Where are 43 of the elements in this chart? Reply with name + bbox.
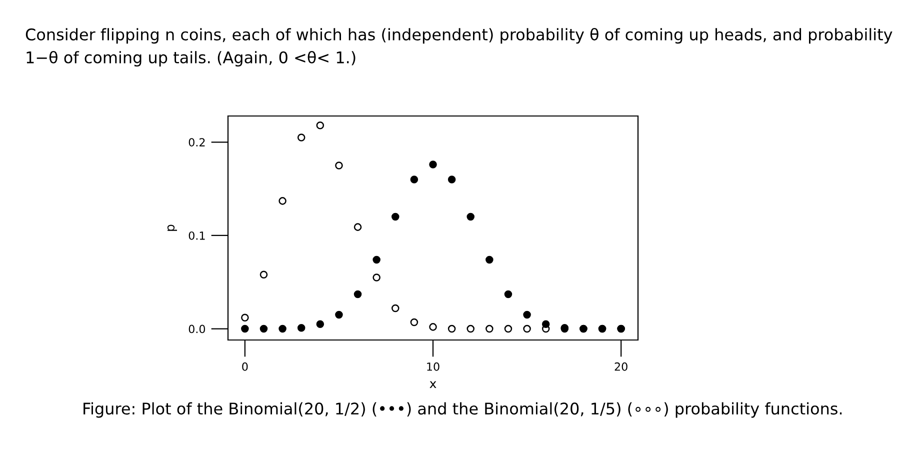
point <box>410 176 418 184</box>
point <box>278 197 286 205</box>
point <box>241 324 249 333</box>
point <box>542 320 550 328</box>
point <box>372 274 380 282</box>
point <box>335 310 343 319</box>
point <box>316 121 324 130</box>
point <box>392 304 400 312</box>
point <box>241 314 249 322</box>
x-axis-title: x <box>430 381 436 388</box>
point <box>354 290 362 298</box>
point <box>504 290 512 298</box>
point <box>429 160 437 168</box>
point <box>523 310 531 319</box>
point <box>297 134 306 142</box>
point <box>448 324 456 333</box>
point <box>466 212 474 221</box>
point <box>410 318 418 326</box>
y-tick-label: 0.0 <box>188 324 206 334</box>
x-tick-label: 0 <box>242 362 248 371</box>
y-axis-title: p <box>167 224 177 231</box>
point <box>260 270 268 279</box>
point <box>392 212 400 221</box>
x-tick-label: 20 <box>614 362 628 371</box>
chart-title: Consider flipping n coins, each of which has (independent) probability θ of coming up heads, and probability 1−θ of coming up tails. (Again, 0 <θ< 1.) <box>26 28 892 67</box>
y-tick-label: 0.2 <box>188 138 205 147</box>
y-tick-label: 0.1 <box>188 231 205 240</box>
point <box>486 324 494 333</box>
point <box>523 324 531 333</box>
point <box>316 320 324 328</box>
point <box>297 324 306 332</box>
point <box>429 323 437 331</box>
point <box>466 324 474 333</box>
point <box>335 162 343 170</box>
x-tick-label: 10 <box>427 362 440 371</box>
point <box>354 223 362 231</box>
point <box>486 256 494 264</box>
point <box>372 256 380 264</box>
point <box>448 176 456 184</box>
point <box>278 324 286 333</box>
point <box>504 324 512 333</box>
text: Figure: Plot of the Binomial(20, 1/2) (•••) and the Binomial(20, 1/5) (∘∘∘) probability functions. <box>84 402 842 418</box>
point <box>260 324 268 333</box>
